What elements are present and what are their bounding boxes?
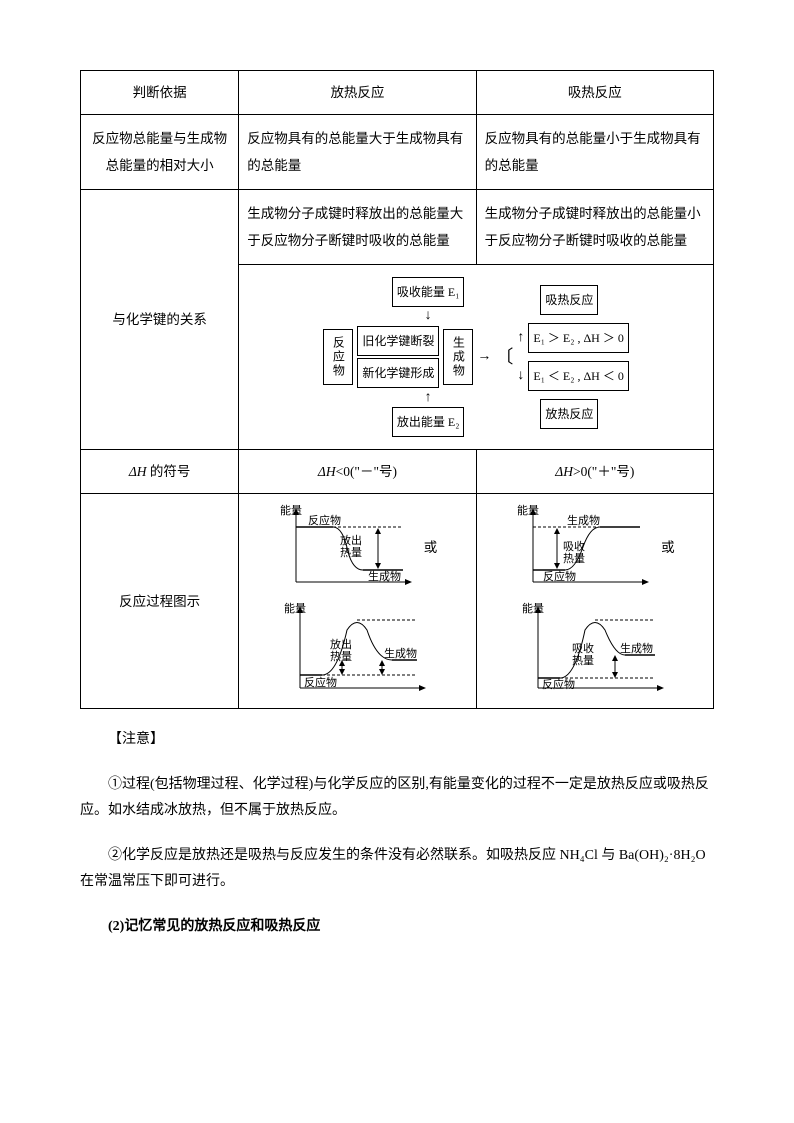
arrow-down-icon: ↓ (425, 309, 432, 323)
flow-cond1-box: E₁ ＞ E₂ , ΔH ＞ 0 (528, 323, 628, 353)
cell-bond-endo: 生成物分子成键时释放出的总能量小于反应物分子断键时吸收的总能量 (476, 190, 713, 265)
svg-text:热量: 热量 (330, 650, 352, 663)
cell-sign-exo: ΔH<0("－"号) (239, 450, 476, 494)
svg-text:吸收: 吸收 (572, 641, 594, 655)
svg-text:生成物: 生成物 (384, 646, 417, 660)
arrow-up-icon: ↑ (517, 331, 524, 345)
table-row: 反应物总能量与生成物总能量的相对大小 反应物具有的总能量大于生成物具有的总能量 … (81, 115, 714, 190)
cell-graph-endo: 能量 反应物 生成物 吸收 热量 或 (476, 494, 713, 709)
flow-cond2-box: E₁ ＜ E₂ , ΔH ＜ 0 (528, 361, 628, 391)
endo-graph-activated: 能量 反应物 生成物 吸收 热量 (520, 600, 670, 700)
svg-text:反应物: 反应物 (304, 675, 337, 689)
flow-absorb-box: 吸收能量 E₁ (392, 277, 465, 307)
th-exothermic: 放热反应 (239, 71, 476, 115)
cell-energy-compare-label: 反应物总能量与生成物总能量的相对大小 (81, 115, 239, 190)
table-header-row: 判断依据 放热反应 吸热反应 (81, 71, 714, 115)
note-1: ①过程(包括物理过程、化学过程)与化学反应的区别,有能量变化的过程不一定是放热反… (80, 772, 714, 825)
svg-text:热量: 热量 (340, 546, 362, 559)
svg-text:能量: 能量 (284, 601, 306, 615)
th-criteria: 判断依据 (81, 71, 239, 115)
flow-endo-box: 吸热反应 (540, 285, 598, 315)
flow-release-box: 放出能量 E₂ (392, 407, 465, 437)
arrow-right-icon: → (477, 350, 491, 364)
svg-text:反应物: 反应物 (308, 513, 341, 527)
flow-break-box: 旧化学键断裂 (357, 326, 439, 356)
cell-energy-compare-endo: 反应物具有的总能量小于生成物具有的总能量 (476, 115, 713, 190)
th-endothermic: 吸热反应 (476, 71, 713, 115)
svg-text:放出: 放出 (340, 533, 362, 547)
flow-exo-box: 放热反应 (540, 399, 598, 429)
cell-flowchart: 吸收能量 E₁ ↓ 吸热反应 反应物 旧化学键断裂 新化学键 (239, 265, 714, 450)
flow-reactant-box: 反应物 (323, 329, 353, 385)
svg-text:生成物: 生成物 (567, 513, 600, 527)
svg-text:反应物: 反应物 (543, 569, 576, 583)
bracket-icon: 〔 (495, 353, 513, 362)
cell-energy-compare-exo: 反应物具有的总能量大于生成物具有的总能量 (239, 115, 476, 190)
cell-sign-endo: ΔH>0("＋"号) (476, 450, 713, 494)
arrow-down-icon: ↓ (517, 369, 524, 383)
table-row: 与化学键的关系 生成物分子成键时释放出的总能量大于反应物分子断键时吸收的总能量 … (81, 190, 714, 265)
or-label: 或 (424, 534, 438, 561)
table-row-graphs: 反应过程图示 能量 反应物 生成物 (81, 494, 714, 709)
notes-title: 【注意】 (80, 727, 714, 754)
exo-graph-activated: 能量 反应物 生成物 放出 热量 (282, 600, 432, 700)
svg-text:能量: 能量 (522, 601, 544, 615)
svg-text:生成物: 生成物 (368, 569, 401, 583)
exo-graph-simple: 能量 反应物 生成物 放出 热量 (278, 502, 418, 592)
cell-sign-label: ΔH 的符号 (81, 450, 239, 494)
svg-text:吸收: 吸收 (563, 539, 585, 553)
svg-text:放出: 放出 (330, 637, 352, 651)
svg-text:生成物: 生成物 (620, 641, 653, 655)
flow-product-box: 生成物 (443, 329, 473, 385)
svg-text:热量: 热量 (563, 552, 585, 565)
svg-text:能量: 能量 (280, 503, 302, 517)
cell-graph-label: 反应过程图示 (81, 494, 239, 709)
cell-bond-exo: 生成物分子成键时释放出的总能量大于反应物分子断键时吸收的总能量 (239, 190, 476, 265)
cell-bond-label: 与化学键的关系 (81, 190, 239, 450)
or-label: 或 (661, 534, 675, 561)
svg-text:热量: 热量 (572, 654, 594, 667)
table-row: ΔH 的符号 ΔH<0("－"号) ΔH>0("＋"号) (81, 450, 714, 494)
note-2: ②化学反应是放热还是吸热与反应发生的条件没有必然联系。如吸热反应 NH₄Cl 与… (80, 843, 714, 896)
svg-text:能量: 能量 (517, 503, 539, 517)
svg-text:反应物: 反应物 (542, 677, 575, 691)
comparison-table: 判断依据 放热反应 吸热反应 反应物总能量与生成物总能量的相对大小 反应物具有的… (80, 70, 714, 709)
arrow-up-icon: ↑ (425, 391, 432, 405)
endo-graph-simple: 能量 反应物 生成物 吸收 热量 (515, 502, 655, 592)
flow-form-box: 新化学键形成 (357, 358, 439, 388)
note-3: (2)记忆常见的放热反应和吸热反应 (80, 914, 714, 941)
cell-graph-exo: 能量 反应物 生成物 放出 热量 或 (239, 494, 476, 709)
